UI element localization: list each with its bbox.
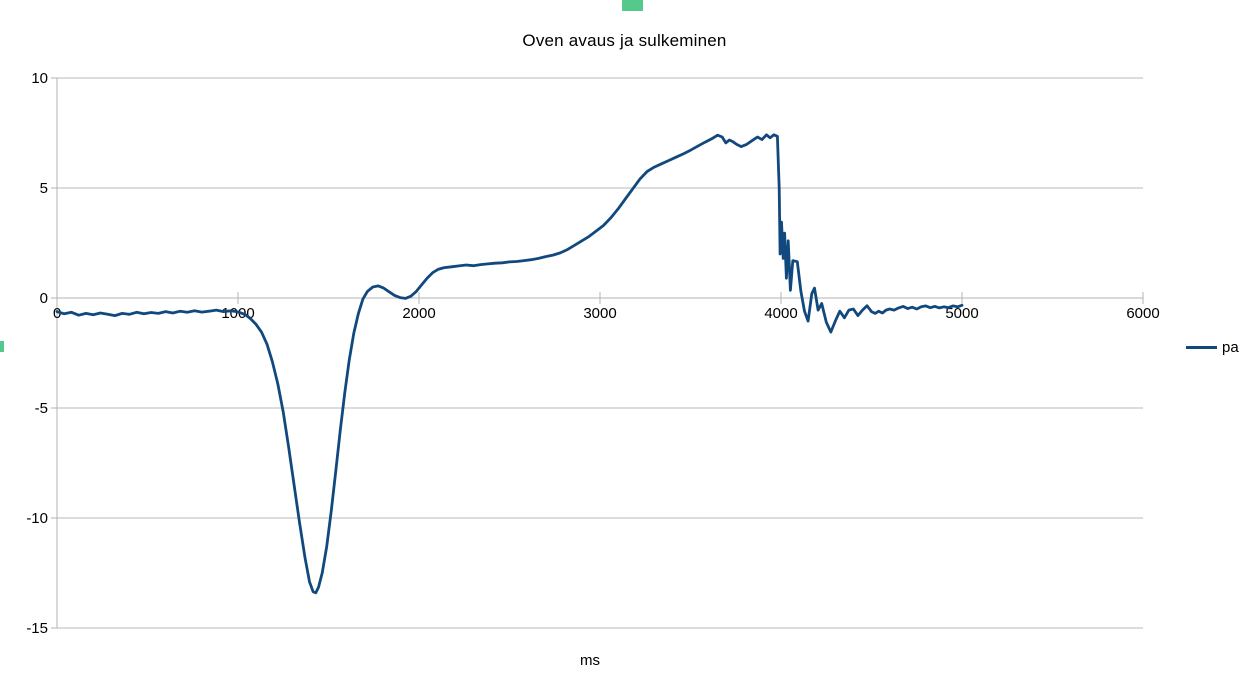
selection-handle-left[interactable]	[0, 341, 4, 352]
chart-title: Oven avaus ja sulkeminen	[522, 31, 727, 50]
x-tick-label: 1000	[221, 305, 254, 322]
x-tick-label: 6000	[1126, 305, 1159, 322]
x-tick-label: 2000	[402, 305, 435, 322]
y-tick-label: -10	[26, 510, 48, 527]
x-axis-title: ms	[580, 652, 600, 669]
x-tick-label: 4000	[764, 305, 797, 322]
x-tick-label: 3000	[583, 305, 616, 322]
legend-series-label: pa	[1222, 339, 1239, 356]
y-tick-label: 10	[31, 70, 48, 87]
x-tick-label: 5000	[945, 305, 978, 322]
y-tick-label: -5	[35, 400, 48, 417]
selection-handle-top[interactable]	[622, 0, 643, 11]
y-tick-label: 0	[40, 290, 48, 307]
x-tick-label: 0	[53, 305, 61, 322]
series-line-pa	[55, 133, 964, 595]
y-tick-label: -15	[26, 620, 48, 637]
legend: pa	[1186, 340, 1239, 355]
legend-line-swatch	[1186, 346, 1217, 349]
y-tick-label: 5	[40, 180, 48, 197]
